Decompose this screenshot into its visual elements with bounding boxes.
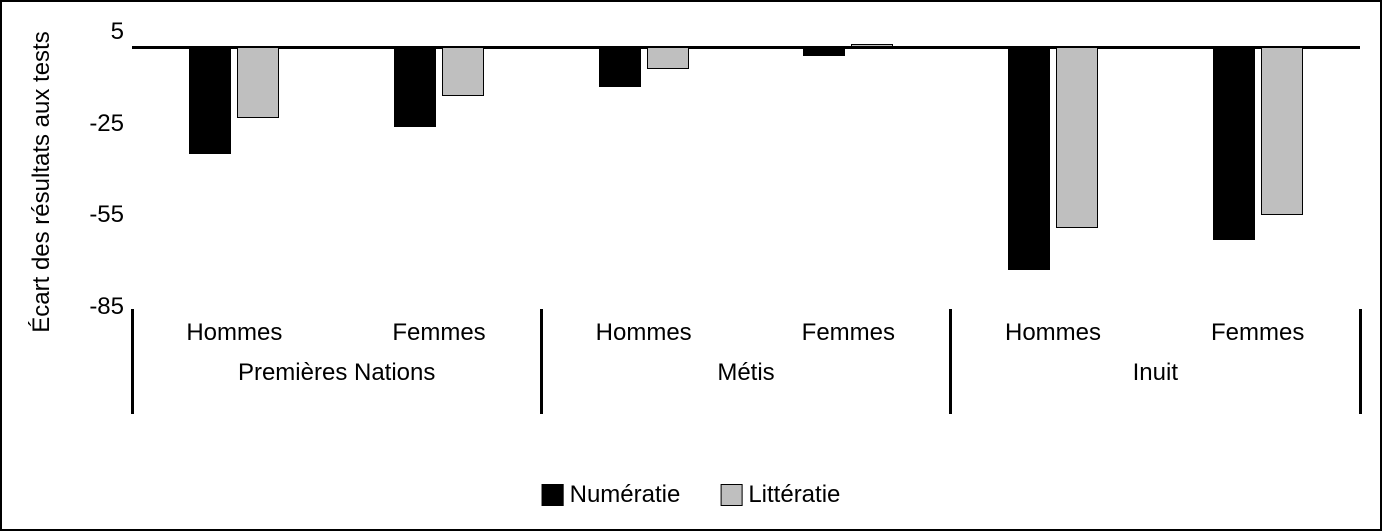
legend-swatch-icon [720,484,742,506]
subgroup-label: Hommes [1005,319,1101,347]
y-tick-label: -85 [89,293,124,321]
y-axis-label: Écart des résultats aux tests [28,31,56,332]
legend: Numératie Littératie [542,481,841,509]
legend-label: Littératie [748,481,840,509]
y-tick-label: 5 [111,18,124,46]
subgroup-label: Hommes [186,319,282,347]
group-label: Inuit [1133,359,1178,387]
bar-numeratie [189,47,231,154]
legend-item-litteratie: Littératie [720,481,840,509]
bar-numeratie [1213,47,1255,240]
y-tick-label: -25 [89,110,124,138]
bar-numeratie [803,47,845,56]
subgroup-label: Femmes [392,319,485,347]
bar-litteratie [442,47,484,96]
bar-litteratie [1261,47,1303,215]
subgroup-label: Hommes [596,319,692,347]
subgroup-label: Femmes [1211,319,1304,347]
bar-numeratie [1008,47,1050,270]
legend-label: Numératie [570,481,681,509]
group-divider [540,309,543,414]
bar-numeratie [394,47,436,126]
bar-numeratie [599,47,641,87]
group-divider [1359,309,1362,414]
bar-litteratie [1056,47,1098,227]
group-label: Premières Nations [238,359,435,387]
zero-axis-line [132,46,1360,49]
group-divider [131,309,134,414]
group-label: Métis [717,359,774,387]
subgroup-label: Femmes [802,319,895,347]
chart-frame: Écart des résultats aux tests 5 -25 -55 -85… [0,0,1382,531]
y-tick-label: -55 [89,201,124,229]
bar-litteratie [851,44,893,47]
group-divider [949,309,952,414]
legend-item-numeratie: Numératie [542,481,681,509]
bar-litteratie [647,47,689,68]
legend-swatch-icon [542,484,564,506]
plot-area: 5-25-55-85HommesFemmesPremières NationsH… [132,12,1360,449]
bar-litteratie [237,47,279,117]
